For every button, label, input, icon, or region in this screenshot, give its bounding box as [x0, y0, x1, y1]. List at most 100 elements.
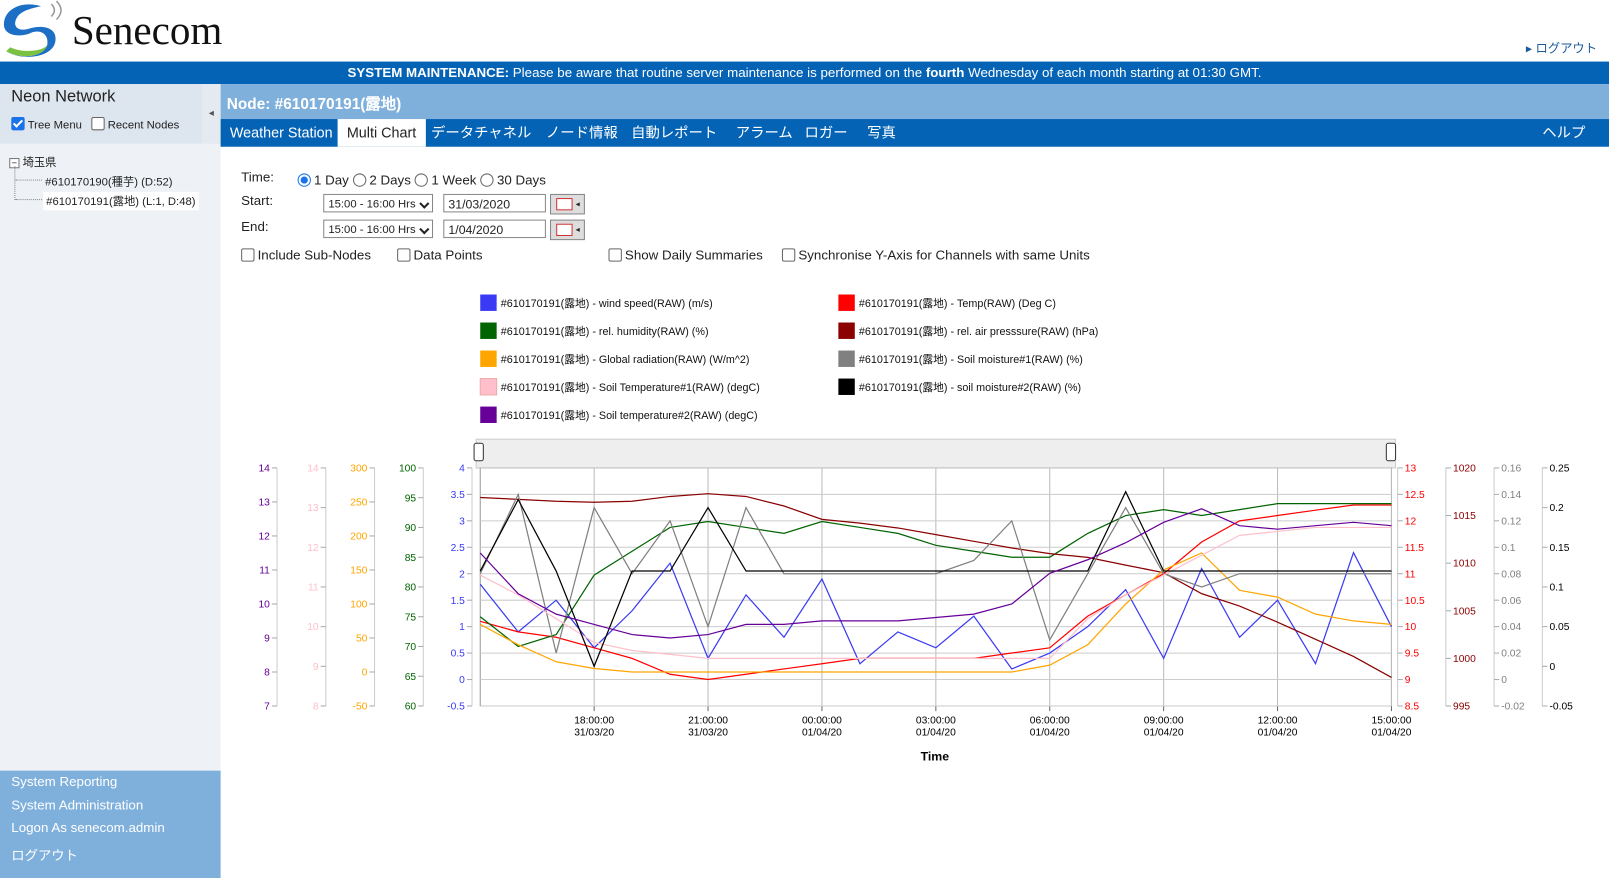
radio[interactable]	[415, 173, 429, 187]
x-tick-label: 06:00:00	[1030, 715, 1070, 726]
checkbox[interactable]	[608, 248, 622, 262]
series-line	[479, 526, 1392, 659]
logo-icon	[3, 0, 62, 57]
sidebar-option[interactable]: Recent Nodes	[91, 116, 179, 131]
x-tick-label: 01/04/20	[1030, 728, 1070, 739]
banner-emphasis: fourth	[925, 64, 965, 81]
series-line	[480, 493, 1392, 679]
form-option[interactable]: Data Points	[397, 247, 483, 263]
y-tick-label: 0.25	[1549, 464, 1569, 475]
tab[interactable]: 自動レポート	[631, 124, 718, 141]
legend-label: #610170191(露地) - rel. humidity(RAW) (%)	[501, 325, 709, 338]
menu-item[interactable]: System Administration	[11, 797, 144, 813]
tab[interactable]: ロガー	[804, 124, 848, 141]
series-line	[479, 508, 1392, 639]
range-option[interactable]: 30 Days	[480, 172, 546, 188]
y-tick-label: 65	[405, 672, 417, 683]
y-tick-label: 1.5	[451, 596, 466, 607]
form-option[interactable]: Include Sub-Nodes	[241, 247, 371, 263]
collapse-button[interactable]: ◂	[202, 84, 221, 144]
y-tick-label: 50	[356, 634, 368, 645]
y-tick-label: 3	[459, 516, 465, 527]
y-tick-label: 7	[264, 702, 270, 713]
tree-node-selected[interactable]: #610170191(露地) (L:1, D:48)	[43, 191, 199, 211]
series-line	[479, 552, 1392, 673]
help-tab[interactable]: ヘルプ	[1542, 124, 1586, 141]
y-tick-label: 70	[405, 642, 417, 653]
calendar-button[interactable]: ◂	[550, 193, 585, 215]
date-input[interactable]: 31/03/2020	[443, 193, 546, 213]
range-option[interactable]: 1 Week	[415, 172, 476, 188]
tab[interactable]: 写真	[867, 124, 896, 141]
option-label: Data Points	[413, 247, 483, 263]
checkbox[interactable]	[397, 248, 411, 262]
header-logout[interactable]: ▸ ログアウト	[1525, 41, 1598, 56]
legend-label: #610170191(露地) - soil moisture#2(RAW) (%…	[859, 381, 1081, 394]
banner-text: Please be aware that routine server main…	[512, 64, 923, 81]
radio[interactable]	[297, 173, 311, 187]
legend-swatch	[838, 378, 855, 395]
calendar-button[interactable]: ◂	[550, 219, 585, 241]
tree-line	[15, 199, 43, 201]
sidebar-option[interactable]: Tree Menu	[11, 116, 82, 132]
node-title-bar	[220, 84, 1609, 120]
y-tick-label: 10	[258, 600, 270, 611]
date-input[interactable]: 1/04/2020	[443, 219, 546, 239]
form-option[interactable]: Synchronise Y-Axis for Channels with sam…	[781, 247, 1090, 263]
y-tick-label: 0.02	[1501, 649, 1521, 660]
tree-root[interactable]: − 埼玉県	[9, 154, 56, 170]
x-tick-label: 15:00:00	[1372, 715, 1412, 726]
y-tick-label: 0.05	[1549, 622, 1569, 633]
y-tick-label: 13	[258, 498, 270, 509]
tree-line	[14, 166, 16, 201]
tab[interactable]: ノード情報	[545, 124, 618, 141]
option-label: Tree Menu	[27, 119, 82, 132]
logout-text[interactable]: ログアウト	[1535, 41, 1598, 56]
checkbox[interactable]	[91, 116, 105, 131]
radio[interactable]	[480, 173, 494, 187]
form-option[interactable]: Show Daily Summaries	[608, 247, 763, 263]
y-tick-label: 0.1	[1501, 543, 1516, 554]
range-option[interactable]: 1 Day	[297, 172, 349, 188]
y-tick-label: 85	[405, 553, 417, 564]
series-line	[479, 551, 1393, 670]
slider-handle[interactable]	[1385, 442, 1397, 462]
checkbox[interactable]	[241, 248, 255, 262]
tab[interactable]: アラーム	[735, 124, 793, 141]
range-option[interactable]: 2 Days	[352, 172, 411, 188]
radio[interactable]	[352, 173, 367, 187]
y-tick-label: 13	[1405, 464, 1417, 475]
series-line	[479, 490, 1392, 668]
y-tick-label: 2.5	[451, 543, 466, 554]
legend-swatch	[838, 322, 855, 339]
y-tick-label: 3.5	[451, 490, 466, 501]
menu-item[interactable]: ログアウト	[11, 847, 79, 863]
tab[interactable]: データチャネル	[430, 124, 532, 141]
tab[interactable]: Multi Chart	[337, 119, 426, 147]
checkbox[interactable]	[11, 116, 25, 131]
range-slider[interactable]	[475, 438, 1397, 469]
x-tick-label: 12:00:00	[1258, 715, 1298, 726]
tree-node[interactable]: #610170190(種芋) (D:52)	[45, 176, 173, 189]
hour-select[interactable]: 15:00 - 16:00 Hrs	[323, 193, 434, 213]
tree-label[interactable]: 埼玉県	[22, 157, 57, 170]
logo-text: Senecom	[71, 7, 223, 54]
tab[interactable]: Weather Station	[229, 124, 333, 141]
option-label: Synchronise Y-Axis for Channels with sam…	[798, 247, 1090, 263]
tree-line	[15, 179, 43, 181]
menu-item[interactable]: System Reporting	[11, 773, 118, 790]
slider-handle[interactable]	[473, 442, 484, 462]
y-tick-label: -0.02	[1501, 702, 1525, 713]
y-tick-label: 90	[405, 523, 417, 534]
menu-item[interactable]: Logon As senecom.admin	[11, 819, 165, 836]
tab-bar	[220, 119, 1609, 147]
checkbox[interactable]	[781, 248, 796, 262]
x-tick-label: 01/04/20	[1144, 728, 1184, 739]
series-line	[479, 503, 1392, 648]
banner-label: SYSTEM MAINTENANCE:	[347, 64, 510, 81]
x-tick-label: 31/03/20	[688, 728, 728, 739]
y-tick-label: 75	[405, 612, 417, 623]
x-tick-label: 09:00:00	[1144, 715, 1184, 726]
x-tick-label: 01/04/20	[916, 728, 956, 739]
hour-select[interactable]: 15:00 - 16:00 Hrs	[323, 219, 434, 239]
